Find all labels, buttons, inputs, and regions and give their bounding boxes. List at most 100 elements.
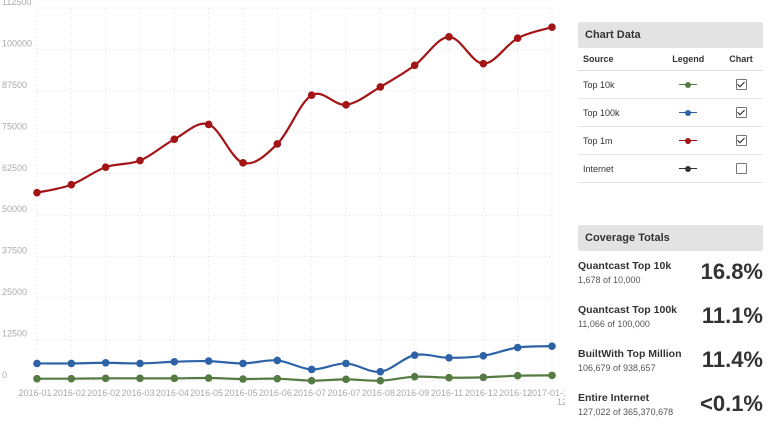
data-point-top-100k — [273, 356, 282, 365]
col-chart: Chart — [719, 48, 763, 71]
coverage-count: 127,022 of 365,370,678 — [578, 407, 674, 417]
series-line-top-1m — [36, 26, 553, 194]
data-point-top-1m — [170, 135, 179, 144]
x-tick-label: 2016-06 — [259, 388, 292, 398]
x-tick-label: 2016-05 — [224, 388, 257, 398]
data-point-top-1m — [342, 101, 350, 109]
sources-table: Source Legend Chart Top 10k Top 100k Top 1… — [578, 48, 763, 183]
coverage-item: Entire Internet 127,022 of 365,370,678 <0.… — [578, 386, 763, 430]
col-legend: Legend — [657, 48, 719, 71]
x-tick-label: 2016-03 — [121, 388, 154, 398]
legend-swatch — [657, 98, 719, 127]
source-row-top-100k: Top 100k — [578, 98, 763, 127]
sources-table-header: Source Legend Chart — [578, 48, 763, 71]
data-point-top-100k — [33, 359, 41, 368]
x-tick-label: 2016-12 — [465, 388, 498, 398]
data-point-top-10k — [342, 375, 350, 384]
data-point-top-1m — [67, 180, 76, 189]
data-point-top-1m — [548, 23, 556, 32]
x-tick-label: 2016-07 — [327, 388, 360, 398]
y-tick-label: 112500 — [2, 0, 31, 7]
data-point-top-10k — [307, 376, 316, 385]
x-tick-label: 2016-01 — [18, 388, 51, 398]
coverage-item: Quantcast Top 10k 1,678 of 10,000 16.8% — [578, 254, 763, 298]
data-point-top-1m — [136, 156, 144, 165]
y-tick-label: 62500 — [2, 163, 27, 173]
x-tick-label: 2016-12 — [499, 388, 532, 398]
data-point-top-1m — [479, 59, 488, 68]
coverage-count: 11,066 of 100,000 — [578, 319, 650, 329]
x-tick-label: 2016-05 — [190, 388, 223, 398]
series-line-top-100k — [36, 345, 553, 373]
data-point-top-10k — [376, 376, 385, 385]
data-point-top-100k — [239, 359, 247, 368]
legend-swatch — [657, 70, 719, 99]
data-point-top-100k — [307, 365, 316, 374]
source-name: Top 1m — [578, 126, 658, 155]
data-point-top-1m — [410, 61, 419, 70]
coverage-percent: 11.4% — [701, 347, 763, 372]
x-tick-label: 2016-11 — [431, 388, 463, 398]
data-point-top-100k — [67, 359, 76, 368]
chart-toggle-checkbox[interactable] — [735, 135, 747, 147]
data-point-top-1m — [204, 120, 213, 129]
data-point-top-10k — [410, 372, 419, 381]
y-tick-label: 100000 — [2, 38, 32, 48]
legend-marker-icon — [679, 137, 698, 144]
data-point-top-100k — [136, 359, 144, 368]
coverage-item: Quantcast Top 100k 11,066 of 100,000 11.1% — [578, 298, 763, 342]
data-point-top-100k — [170, 357, 179, 366]
x-tick-label: 2016-02 — [87, 388, 120, 398]
data-point-top-10k — [33, 374, 41, 383]
coverage-percent: 11.1% — [701, 303, 763, 328]
coverage-list: Quantcast Top 10k 1,678 of 10,000 16.8% Qua… — [578, 254, 763, 430]
y-tick-label: 87500 — [2, 80, 27, 90]
coverage-header: Coverage Totals — [578, 225, 763, 251]
y-tick-label: 0 — [2, 370, 7, 380]
x-tick-label: 2016-04 — [156, 388, 189, 398]
y-tick-label: 25000 — [2, 287, 27, 297]
y-tick-label: 12500 — [2, 329, 27, 339]
data-point-top-1m — [445, 33, 453, 41]
chart-toggle-cell — [719, 126, 763, 155]
data-point-top-10k — [239, 375, 247, 383]
source-name: Internet — [578, 154, 658, 183]
data-point-top-10k — [67, 374, 76, 383]
coverage-name: Entire Internet — [578, 392, 650, 404]
line-chart: 0 12500 25000 37500 50000 62500 75000 87500 1000… — [2, 0, 565, 407]
source-row-top-1m: Top 1m — [578, 126, 763, 155]
x-tick-label: 2016-07 — [293, 388, 326, 398]
x-tick-label: 2016-09 — [396, 388, 429, 398]
data-point-top-10k — [136, 374, 144, 383]
data-point-top-100k — [479, 352, 488, 360]
legend-marker-icon — [679, 109, 698, 116]
y-tick-label: 50000 — [2, 204, 27, 214]
chart-toggle-checkbox[interactable] — [735, 79, 747, 91]
data-point-top-100k — [513, 343, 522, 352]
data-point-top-10k — [479, 373, 488, 382]
chart-data-header: Chart Data — [578, 22, 763, 48]
data-point-top-100k — [376, 367, 385, 376]
source-name: Top 100k — [578, 98, 658, 127]
data-point-top-1m — [33, 188, 41, 197]
data-point-top-100k — [445, 353, 453, 362]
series-line-top-10k — [36, 374, 553, 382]
coverage-name: Quantcast Top 100k — [578, 304, 678, 316]
y-tick-label: 75000 — [2, 121, 27, 131]
data-point-top-1m — [273, 140, 282, 148]
chart-toggle-checkbox[interactable] — [735, 163, 747, 175]
data-point-top-10k — [170, 374, 179, 383]
y-tick-label: 37500 — [2, 246, 27, 256]
data-point-top-100k — [101, 358, 110, 367]
data-point-top-1m — [513, 34, 522, 42]
coverage-count: 1,678 of 10,000 — [578, 275, 641, 285]
data-point-top-10k — [273, 374, 282, 383]
coverage-name: Quantcast Top 10k — [578, 260, 672, 272]
data-point-top-100k — [204, 357, 213, 365]
data-point-top-100k — [342, 359, 350, 368]
x-tick-label: 2017-01-12 — [527, 388, 565, 398]
chart-toggle-checkbox[interactable] — [735, 107, 747, 119]
coverage-percent: <0.1% — [700, 391, 763, 416]
legend-swatch — [657, 126, 719, 155]
data-point-top-10k — [548, 371, 556, 380]
